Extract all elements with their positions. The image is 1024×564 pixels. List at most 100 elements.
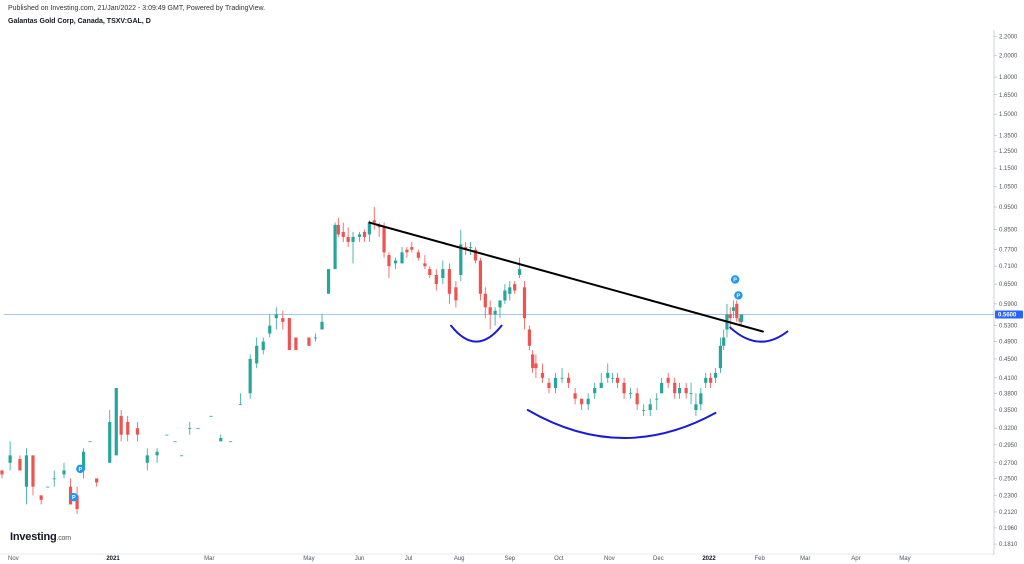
candle-body bbox=[469, 247, 473, 248]
candle-body bbox=[135, 428, 140, 435]
price-tick-label: 1.5000 bbox=[999, 112, 1018, 118]
candle-body bbox=[718, 345, 723, 369]
candle-body bbox=[447, 269, 451, 294]
time-tick-label: Feb bbox=[754, 556, 765, 562]
candle-body bbox=[261, 341, 265, 351]
candle-body bbox=[508, 287, 512, 294]
candle-body bbox=[362, 232, 367, 237]
candle-body bbox=[728, 314, 732, 319]
price-tick-label: 0.2300 bbox=[999, 493, 1018, 499]
candle-body bbox=[629, 393, 633, 395]
dividend-marker-label: P bbox=[79, 467, 83, 473]
candle-body bbox=[82, 451, 86, 471]
candle-body bbox=[62, 470, 66, 475]
candle-body bbox=[410, 247, 414, 250]
candle-body bbox=[255, 345, 259, 364]
candle-body bbox=[405, 249, 409, 253]
candle-body bbox=[593, 388, 597, 394]
price-tick-label: 0.4900 bbox=[999, 340, 1018, 346]
candle-body bbox=[615, 377, 620, 383]
candle-body bbox=[196, 428, 200, 430]
last-price-label: 0.5600 bbox=[998, 312, 1017, 318]
candle-body bbox=[553, 377, 558, 389]
candle-body bbox=[503, 290, 507, 301]
candle-body bbox=[274, 314, 278, 319]
candle-body bbox=[473, 249, 478, 261]
price-tick-label: 0.5300 bbox=[999, 324, 1018, 330]
candle-body bbox=[540, 372, 545, 378]
candle-body bbox=[622, 382, 626, 394]
price-tick-label: 0.8500 bbox=[999, 228, 1018, 234]
price-tick-label: 0.5900 bbox=[999, 302, 1018, 308]
candle-body bbox=[660, 382, 664, 394]
candle-body bbox=[513, 284, 517, 291]
candle-body bbox=[599, 382, 603, 389]
candle-body bbox=[722, 337, 726, 346]
candle-body bbox=[400, 252, 404, 264]
candle-body bbox=[527, 329, 531, 346]
price-tick-label: 0.2500 bbox=[999, 476, 1018, 482]
candle-body bbox=[88, 441, 92, 443]
published-caption: Published on Investing.com, 21/Jan/2022 … bbox=[8, 5, 266, 12]
price-tick-label: 0.7100 bbox=[999, 264, 1018, 270]
candle-layer bbox=[0, 207, 744, 514]
candle-body bbox=[119, 415, 123, 435]
time-tick-label: Dec bbox=[653, 556, 664, 562]
time-tick-label: Apr bbox=[851, 556, 860, 562]
candle-body bbox=[287, 318, 291, 351]
time-tick-label: Jul bbox=[405, 556, 413, 562]
candle-body bbox=[689, 393, 693, 395]
neckline-trendline bbox=[368, 221, 764, 333]
price-tick-label: 0.7700 bbox=[999, 248, 1018, 254]
time-tick-label: Oct bbox=[554, 556, 564, 562]
dividend-marker-label: P bbox=[737, 293, 741, 299]
candle-body bbox=[31, 455, 35, 487]
price-tick-label: 0.3200 bbox=[999, 426, 1018, 432]
candle-body bbox=[517, 269, 522, 275]
candle-body bbox=[108, 421, 112, 463]
candle-body bbox=[219, 437, 223, 442]
candle-body bbox=[642, 410, 646, 411]
candle-body bbox=[188, 428, 192, 430]
candle-body bbox=[573, 393, 577, 399]
price-tick-label: 1.1500 bbox=[999, 166, 1018, 172]
price-tick-label: 0.9500 bbox=[999, 205, 1018, 211]
price-tick-label: 0.2120 bbox=[999, 510, 1018, 516]
candle-body bbox=[731, 307, 736, 311]
annotation-layer: P P P P bbox=[69, 221, 789, 502]
time-tick-label: May bbox=[303, 556, 314, 562]
candle-body bbox=[580, 398, 584, 405]
candle-body bbox=[699, 393, 703, 405]
candle-body bbox=[423, 263, 427, 267]
price-tick-label: 2.0000 bbox=[999, 54, 1018, 60]
candle-body bbox=[740, 314, 744, 322]
candle-body bbox=[238, 404, 242, 406]
candle-body bbox=[320, 321, 324, 330]
candle-body bbox=[678, 388, 682, 394]
symbol-title: Galantas Gold Corp, Canada, TSXV:GAL, D bbox=[8, 18, 151, 25]
candle-body bbox=[126, 421, 130, 435]
candle-body bbox=[209, 415, 213, 417]
price-tick-label: 0.1960 bbox=[999, 526, 1018, 532]
candle-body bbox=[735, 303, 739, 319]
time-tick-label: Mar bbox=[800, 556, 810, 562]
dividend-marker bbox=[734, 291, 743, 300]
price-tick-label: 0.3500 bbox=[999, 408, 1018, 414]
dividend-marker-label: P bbox=[72, 495, 76, 501]
candle-body bbox=[655, 398, 659, 400]
candle-body bbox=[155, 451, 159, 456]
candle-body bbox=[18, 459, 22, 471]
candle-body bbox=[560, 377, 564, 379]
time-tick-label: Aug bbox=[454, 556, 465, 562]
candle-body bbox=[606, 372, 610, 378]
candle-body bbox=[493, 310, 497, 315]
arc-left-shoulder bbox=[450, 324, 503, 343]
candle-body bbox=[341, 232, 345, 237]
candle-body bbox=[428, 269, 432, 275]
candle-body bbox=[346, 236, 350, 242]
candle-body bbox=[498, 300, 502, 308]
price-tick-label: 0.4100 bbox=[999, 376, 1018, 382]
candle-body bbox=[709, 377, 713, 383]
candle-body bbox=[372, 220, 376, 223]
